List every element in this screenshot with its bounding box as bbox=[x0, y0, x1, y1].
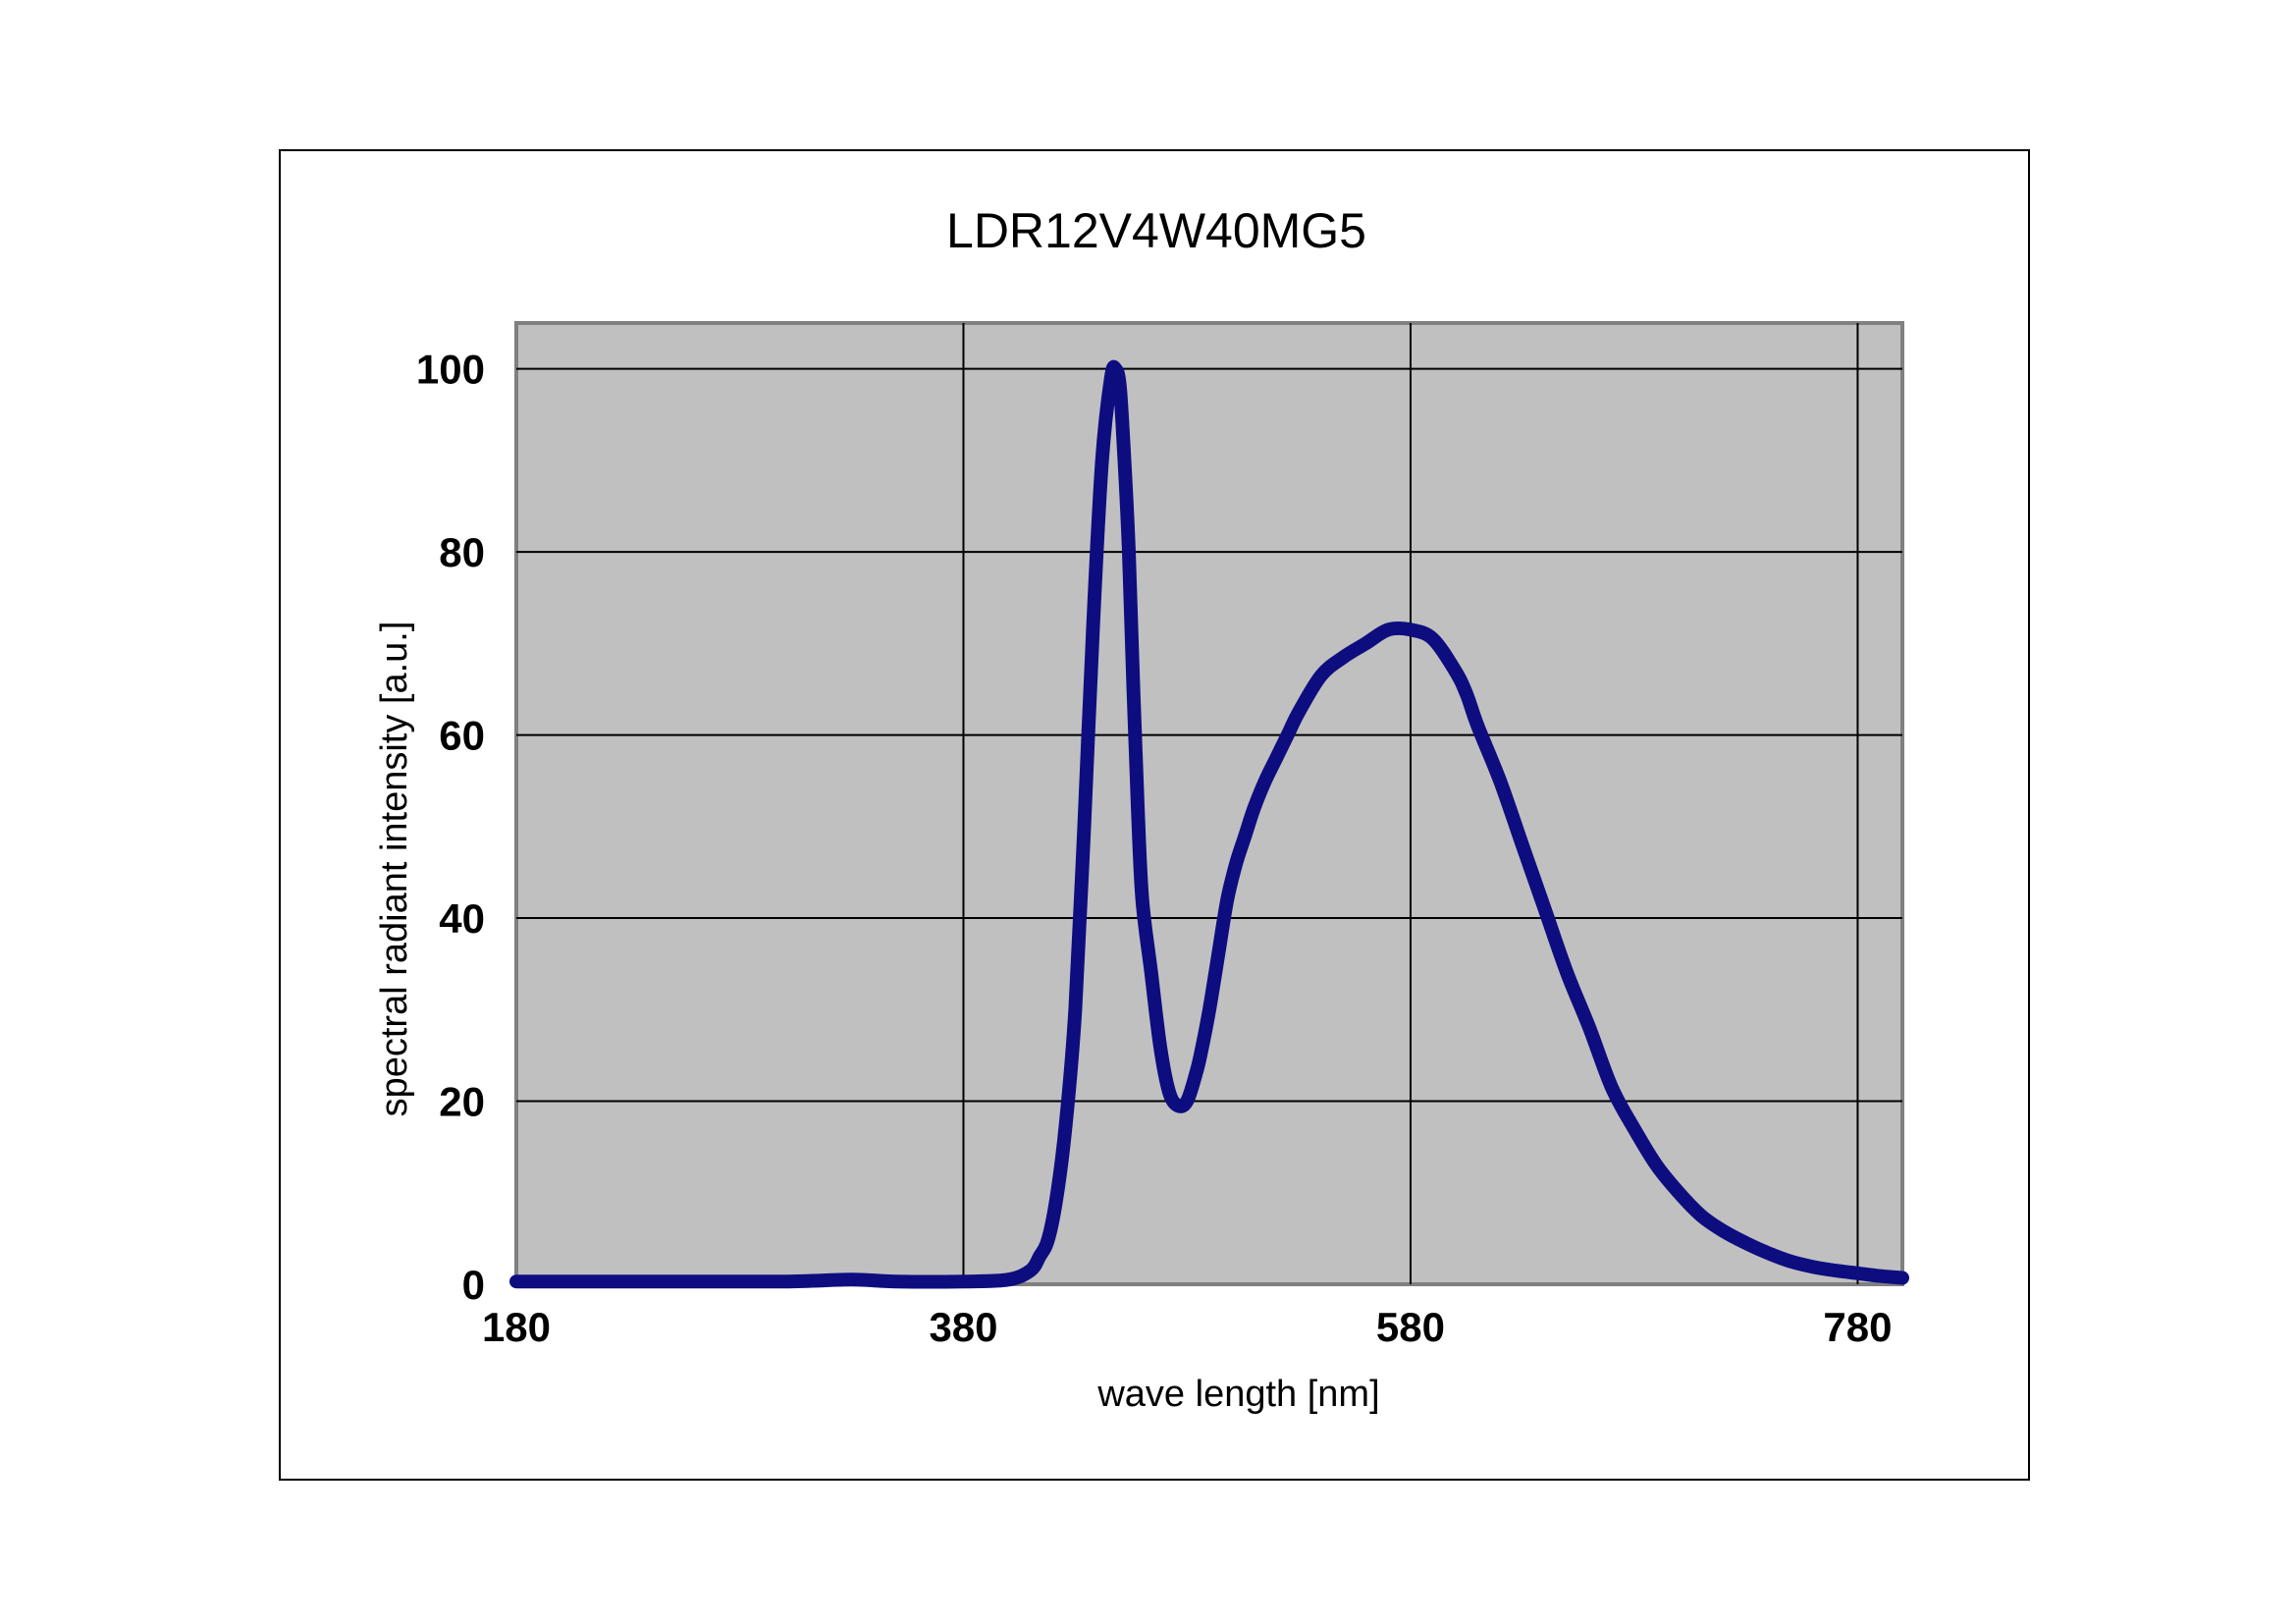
x-tick-label: 580 bbox=[1376, 1304, 1445, 1350]
x-tick-label: 780 bbox=[1823, 1304, 1892, 1350]
y-tick-labels: 0 20 40 60 80 100 bbox=[416, 347, 485, 1308]
y-tick-label: 80 bbox=[439, 529, 485, 575]
x-tick-label: 180 bbox=[482, 1304, 551, 1350]
plot-area bbox=[514, 321, 1904, 1286]
y-tick-label: 20 bbox=[439, 1079, 485, 1125]
x-tick-label: 380 bbox=[929, 1304, 997, 1350]
y-tick-label: 40 bbox=[439, 895, 485, 942]
x-axis-label: wave length [nm] bbox=[1096, 1374, 1379, 1415]
series-line bbox=[509, 359, 1909, 1289]
grid-lines bbox=[516, 323, 1902, 1284]
y-axis-label: spectral radiant intensity [a.u.] bbox=[374, 622, 415, 1117]
y-tick-label: 60 bbox=[439, 713, 485, 759]
y-tick-label: 100 bbox=[416, 347, 485, 393]
chart-title: LDR12V4W40MG5 bbox=[946, 203, 1366, 258]
y-tick-label: 0 bbox=[462, 1262, 485, 1308]
x-tick-labels: 180 380 580 780 bbox=[482, 1304, 1893, 1350]
